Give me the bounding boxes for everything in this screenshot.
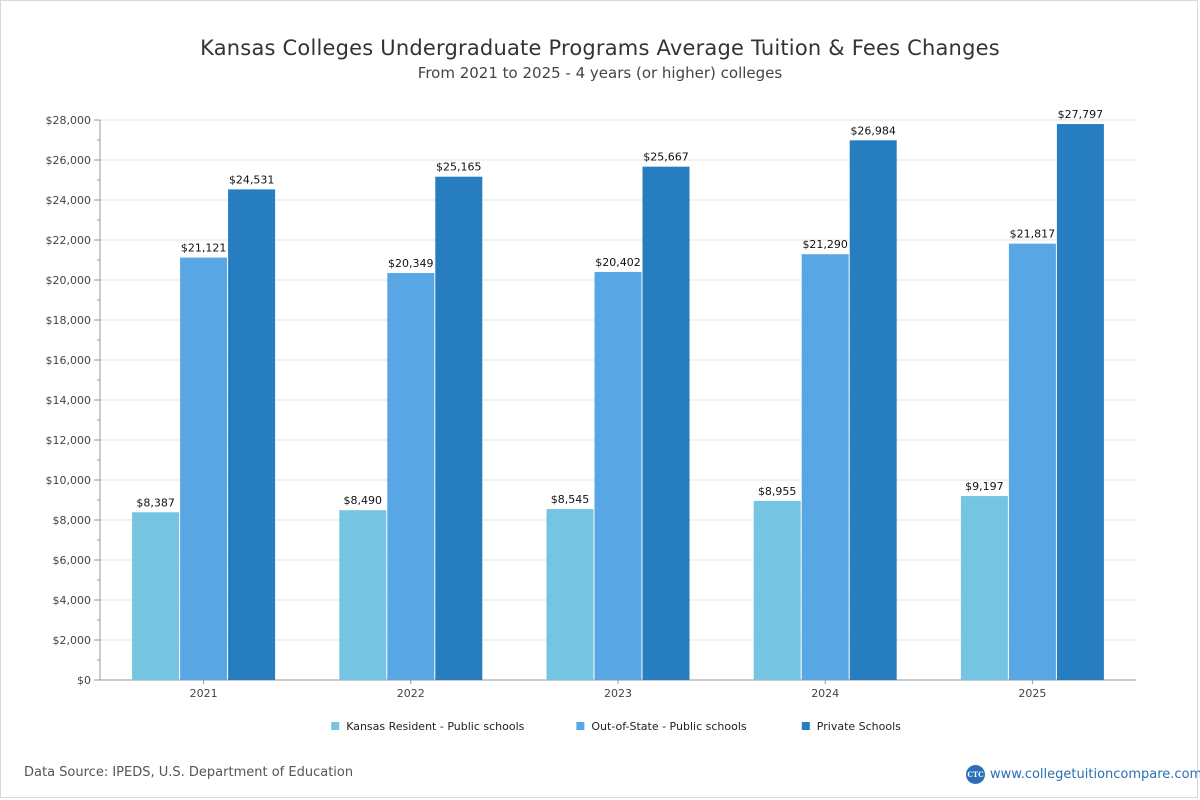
bar-value-label: $8,387 — [136, 496, 175, 509]
y-tick-label: $12,000 — [46, 434, 92, 447]
bar-value-label: $21,121 — [181, 242, 227, 255]
brand-url: www.collegetuitioncompare.com — [990, 766, 1200, 782]
legend-label: Private Schools — [817, 720, 901, 733]
y-tick-label: $18,000 — [46, 314, 92, 327]
legend-swatch — [801, 722, 810, 730]
legend-label: Kansas Resident - Public schools — [346, 720, 524, 733]
bar — [546, 509, 594, 680]
legend-swatch — [331, 722, 340, 730]
bar-value-label: $20,402 — [595, 256, 641, 269]
bar-value-label: $21,290 — [802, 238, 848, 251]
data-source-note: Data Source: IPEDS, U.S. Department of E… — [24, 765, 354, 780]
bar-value-label: $27,797 — [1058, 108, 1104, 121]
x-tick-label: 2025 — [1018, 687, 1046, 700]
y-tick-label: $4,000 — [53, 594, 92, 607]
bar — [849, 140, 897, 680]
bar — [180, 257, 228, 680]
y-tick-label: $24,000 — [46, 194, 92, 207]
brand-link[interactable]: CTC www.collegetuitioncompare.com — [966, 764, 1200, 784]
bar — [387, 273, 435, 680]
x-tick-label: 2023 — [604, 687, 632, 700]
bar — [435, 176, 483, 680]
y-tick-label: $22,000 — [46, 234, 92, 247]
bar-value-label: $21,817 — [1010, 228, 1056, 241]
bar — [801, 254, 849, 680]
x-tick-label: 2022 — [397, 687, 425, 700]
y-tick-label: $10,000 — [46, 474, 92, 487]
y-tick-label: $20,000 — [46, 274, 92, 287]
bar-value-label: $25,165 — [436, 161, 482, 174]
bar — [594, 271, 642, 680]
y-tick-label: $26,000 — [46, 154, 92, 167]
bar — [1056, 124, 1104, 680]
bar-value-label: $20,349 — [388, 257, 434, 270]
bar — [642, 166, 690, 680]
bar — [228, 189, 276, 680]
chart-subtitle: From 2021 to 2025 - 4 years (or higher) … — [417, 64, 783, 82]
legend-label: Out-of-State - Public schools — [591, 720, 746, 733]
bar — [132, 512, 180, 680]
y-tick-label: $28,000 — [46, 114, 92, 127]
bar — [339, 510, 387, 680]
legend-swatch — [576, 722, 585, 730]
bar-value-label: $8,545 — [551, 493, 590, 506]
y-tick-label: $14,000 — [46, 394, 92, 407]
y-tick-label: $2,000 — [53, 634, 92, 647]
y-tick-label: $6,000 — [53, 554, 92, 567]
y-tick-label: $0 — [77, 674, 91, 687]
bar-value-label: $9,197 — [965, 480, 1004, 493]
brand-logo-icon: CTC — [966, 764, 985, 784]
bar-value-label: $26,984 — [850, 124, 896, 137]
bar-value-label: $8,955 — [758, 485, 797, 498]
bar — [960, 496, 1008, 680]
chart-title: Kansas Colleges Undergraduate Programs A… — [200, 36, 1000, 60]
x-tick-label: 2024 — [811, 687, 839, 700]
x-tick-label: 2021 — [190, 687, 218, 700]
bar — [753, 500, 801, 680]
bar-value-label: $8,490 — [344, 494, 383, 507]
y-tick-label: $16,000 — [46, 354, 92, 367]
bar-value-label: $24,531 — [229, 173, 275, 186]
y-tick-label: $8,000 — [53, 514, 92, 527]
bar — [1008, 243, 1056, 680]
bar-value-label: $25,667 — [643, 151, 689, 164]
